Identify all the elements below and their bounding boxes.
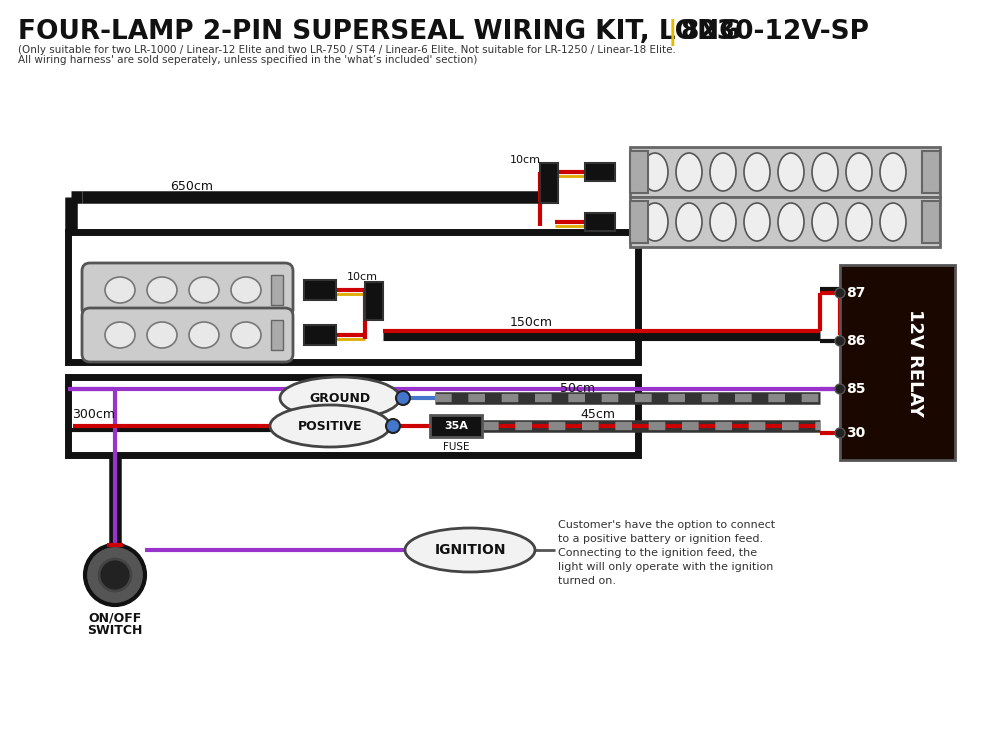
Ellipse shape bbox=[147, 322, 177, 348]
Bar bbox=[585, 163, 615, 181]
Ellipse shape bbox=[105, 322, 135, 348]
Ellipse shape bbox=[280, 377, 400, 419]
Bar bbox=[630, 147, 940, 197]
Bar bbox=[630, 197, 940, 247]
Ellipse shape bbox=[744, 153, 770, 191]
Bar bbox=[271, 320, 283, 350]
FancyBboxPatch shape bbox=[82, 263, 293, 317]
Text: Customer's have the option to connect: Customer's have the option to connect bbox=[558, 520, 775, 530]
Ellipse shape bbox=[676, 203, 702, 241]
Ellipse shape bbox=[812, 153, 838, 191]
Ellipse shape bbox=[231, 322, 261, 348]
Text: 8230-12V-SP: 8230-12V-SP bbox=[680, 19, 869, 45]
Text: All wiring harness' are sold seperately, unless specified in the 'what’s include: All wiring harness' are sold seperately,… bbox=[18, 55, 477, 65]
Text: IGNITION: IGNITION bbox=[434, 543, 506, 557]
Ellipse shape bbox=[105, 277, 135, 303]
Ellipse shape bbox=[778, 203, 804, 241]
Bar bbox=[68, 232, 638, 362]
Ellipse shape bbox=[231, 277, 261, 303]
Bar bbox=[922, 151, 940, 193]
Ellipse shape bbox=[270, 405, 390, 447]
Text: 10cm: 10cm bbox=[347, 272, 378, 282]
FancyBboxPatch shape bbox=[82, 308, 293, 362]
Text: 50cm: 50cm bbox=[560, 382, 595, 394]
Ellipse shape bbox=[710, 153, 736, 191]
Bar bbox=[271, 275, 283, 305]
Text: Connecting to the ignition feed, the: Connecting to the ignition feed, the bbox=[558, 548, 757, 558]
Text: light will only operate with the ignition: light will only operate with the ignitio… bbox=[558, 562, 773, 572]
Bar bbox=[304, 325, 336, 345]
Bar bbox=[365, 282, 383, 320]
Text: SWITCH: SWITCH bbox=[87, 623, 143, 637]
Ellipse shape bbox=[642, 203, 668, 241]
Circle shape bbox=[835, 428, 845, 438]
Bar bbox=[304, 280, 336, 300]
Ellipse shape bbox=[710, 203, 736, 241]
Ellipse shape bbox=[189, 322, 219, 348]
Text: POSITIVE: POSITIVE bbox=[298, 419, 362, 433]
Text: FUSE: FUSE bbox=[443, 442, 469, 452]
Bar bbox=[68, 377, 638, 455]
Ellipse shape bbox=[189, 277, 219, 303]
Bar bbox=[430, 415, 482, 437]
Text: to a positive battery or ignition feed.: to a positive battery or ignition feed. bbox=[558, 534, 763, 544]
Bar bbox=[540, 163, 558, 203]
Text: 87: 87 bbox=[846, 286, 866, 300]
Ellipse shape bbox=[147, 277, 177, 303]
Text: 35A: 35A bbox=[444, 421, 468, 431]
Ellipse shape bbox=[405, 528, 535, 572]
Text: (Only suitable for two LR-1000 / Linear-12 Elite and two LR-750 / ST4 / Linear-6: (Only suitable for two LR-1000 / Linear-… bbox=[18, 45, 676, 55]
Ellipse shape bbox=[812, 203, 838, 241]
Text: 45cm: 45cm bbox=[580, 409, 615, 422]
Circle shape bbox=[835, 336, 845, 346]
Text: 85: 85 bbox=[846, 382, 866, 396]
Bar bbox=[840, 265, 955, 460]
Text: 150cm: 150cm bbox=[510, 316, 553, 328]
Text: |: | bbox=[668, 19, 678, 46]
Circle shape bbox=[386, 419, 400, 433]
Ellipse shape bbox=[846, 153, 872, 191]
Ellipse shape bbox=[676, 153, 702, 191]
Ellipse shape bbox=[880, 203, 906, 241]
Ellipse shape bbox=[642, 153, 668, 191]
Ellipse shape bbox=[778, 153, 804, 191]
Ellipse shape bbox=[744, 203, 770, 241]
Text: 86: 86 bbox=[846, 334, 866, 348]
Text: 650cm: 650cm bbox=[170, 179, 213, 193]
Ellipse shape bbox=[880, 153, 906, 191]
Text: ON/OFF: ON/OFF bbox=[88, 611, 142, 625]
Text: 10cm: 10cm bbox=[510, 155, 541, 165]
Bar bbox=[630, 201, 648, 243]
Circle shape bbox=[835, 288, 845, 298]
Ellipse shape bbox=[846, 203, 872, 241]
Text: turned on.: turned on. bbox=[558, 576, 616, 586]
Circle shape bbox=[396, 391, 410, 405]
Text: FOUR-LAMP 2-PIN SUPERSEAL WIRING KIT, LONG: FOUR-LAMP 2-PIN SUPERSEAL WIRING KIT, LO… bbox=[18, 19, 741, 45]
Bar bbox=[630, 151, 648, 193]
Circle shape bbox=[835, 384, 845, 394]
Text: GROUND: GROUND bbox=[309, 392, 371, 404]
Text: 30: 30 bbox=[846, 426, 866, 440]
Bar bbox=[922, 201, 940, 243]
Circle shape bbox=[85, 545, 145, 605]
Text: 300cm: 300cm bbox=[72, 409, 115, 422]
Text: 12V RELAY: 12V RELAY bbox=[906, 309, 924, 416]
Bar bbox=[585, 213, 615, 231]
Circle shape bbox=[99, 559, 131, 591]
